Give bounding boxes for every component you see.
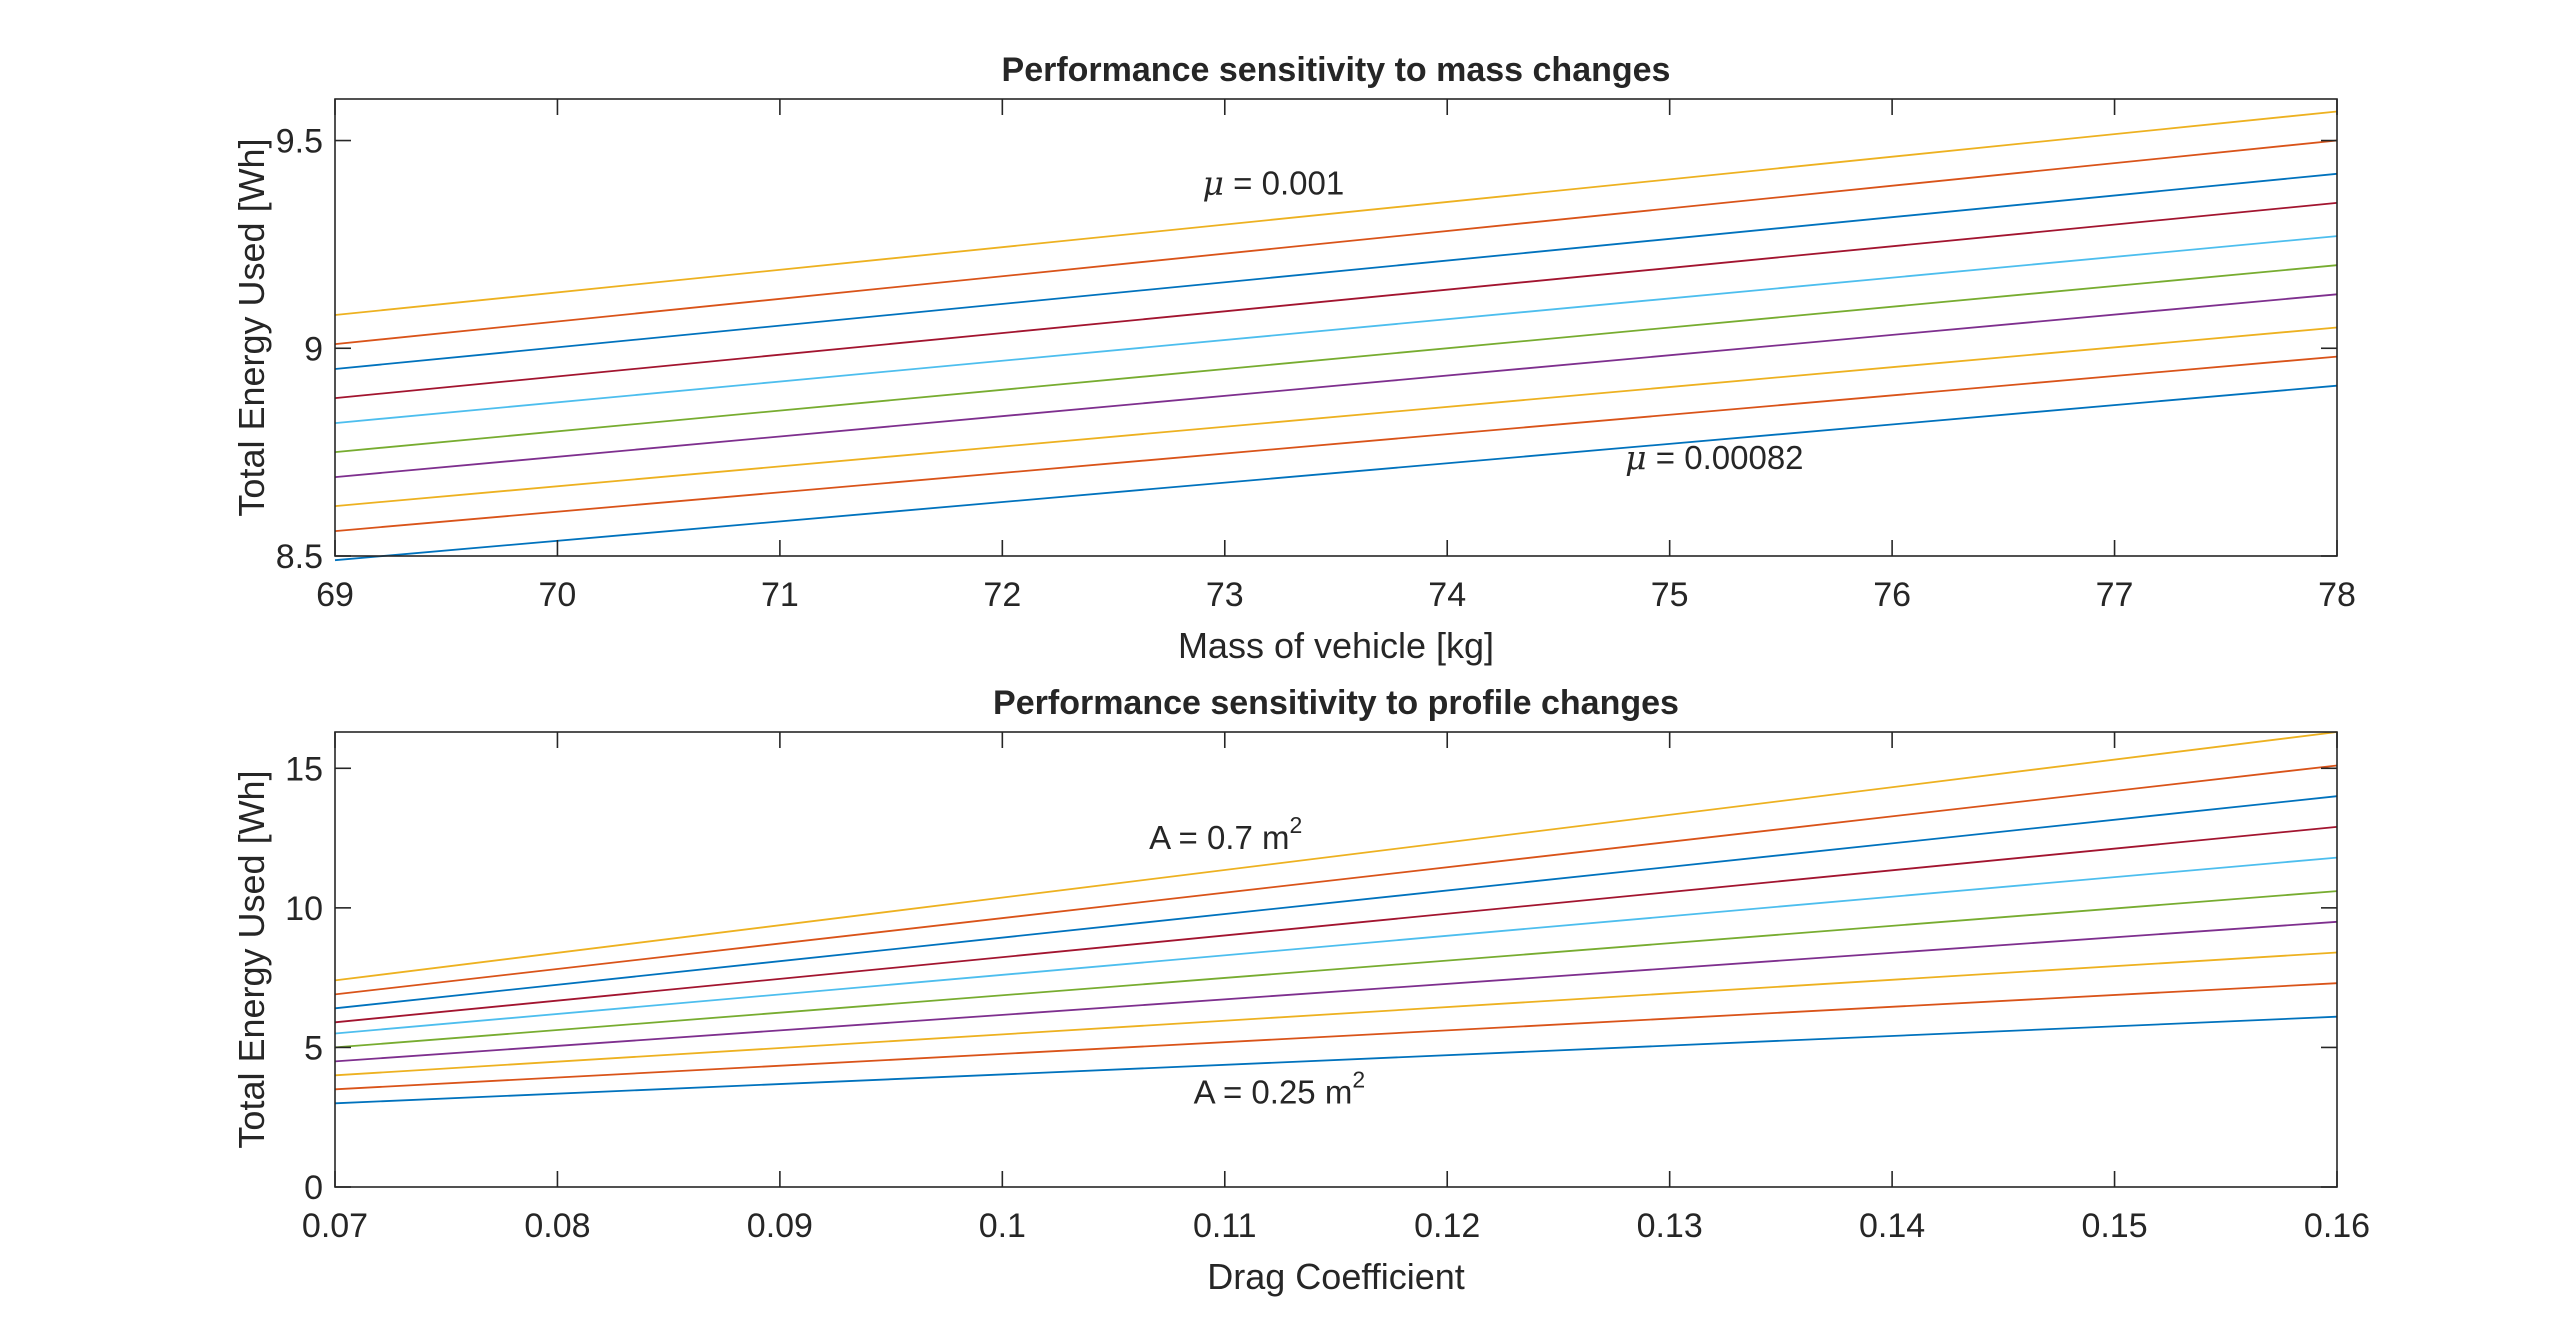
- series-line-8: [334, 795, 2338, 1010]
- x-tick-label: 77: [2096, 576, 2134, 614]
- y-axis-label: Total Energy Used [Wh]: [231, 770, 272, 1148]
- x-tick-label: 72: [983, 576, 1021, 614]
- y-tick-label: 15: [285, 750, 323, 788]
- y-tick-label: 8.5: [276, 538, 323, 576]
- annotation-superscript: 2: [1352, 1066, 1365, 1092]
- x-tick-label: 0.08: [524, 1207, 590, 1245]
- x-tick-label: 0.11: [1193, 1207, 1257, 1245]
- series-line-10: [334, 110, 2338, 316]
- annotation-symbol: μ: [1625, 438, 1646, 477]
- axes-box: [334, 731, 2338, 1188]
- annotation-label: μ = 0.001: [1203, 164, 1345, 203]
- series-line-9: [334, 764, 2338, 996]
- series-line-7: [334, 826, 2338, 1024]
- series-line-3: [334, 326, 2338, 507]
- chart-title: Performance sensitivity to mass changes: [1002, 51, 1671, 89]
- x-tick-label: 74: [1428, 576, 1466, 614]
- x-tick-label: 0.09: [747, 1207, 813, 1245]
- y-tick-label: 5: [304, 1029, 323, 1067]
- annotation-superscript: 2: [1289, 812, 1302, 838]
- series-line-3: [334, 951, 2338, 1077]
- series-line-6: [334, 235, 2338, 424]
- x-axis-label: Drag Coefficient: [1207, 1256, 1464, 1297]
- series-lines: [334, 110, 2338, 562]
- annotation-text: = 0.001: [1224, 165, 1344, 202]
- annotation-label: A = 0.7 m2: [1149, 812, 1302, 856]
- x-axis-label: Mass of vehicle [kg]: [1178, 625, 1494, 666]
- y-tick-label: 0: [304, 1169, 323, 1207]
- y-axis-label: Total Energy Used [Wh]: [231, 138, 272, 516]
- series-line-1: [334, 384, 2338, 562]
- annotation-text: A = 0.25 m: [1194, 1073, 1353, 1110]
- x-tick-label: 0.13: [1637, 1207, 1703, 1245]
- annotation-symbol: μ: [1203, 164, 1224, 203]
- annotation-label: μ = 0.00082: [1625, 438, 1803, 477]
- x-tick-label: 70: [539, 576, 577, 614]
- y-tick-label: 10: [285, 890, 323, 928]
- series-line-8: [334, 172, 2338, 370]
- x-tick-label: 0.07: [302, 1207, 368, 1245]
- series-line-7: [334, 202, 2338, 399]
- axes-box: [334, 98, 2338, 557]
- chart-profile-sensitivity: 0.07 0.08 0.09 0.1 0.11 0.12 0.13 0.14 0.15 0.16 0…: [231, 684, 2370, 1297]
- series-line-5: [334, 890, 2338, 1049]
- x-tick-label: 0.16: [2304, 1207, 2370, 1245]
- x-tick-label: 73: [1206, 576, 1244, 614]
- series-line-9: [334, 139, 2338, 345]
- series-line-4: [334, 920, 2338, 1063]
- chart-mass-sensitivity: 69 70 71 72 73 74 75 76 77 78 8.5 9 9.5 Performance s…: [231, 51, 2356, 666]
- x-tick-label: 75: [1651, 576, 1689, 614]
- series-line-1: [334, 1015, 2338, 1105]
- x-tick-label: 0.1: [979, 1207, 1026, 1245]
- x-tick-label: 78: [2318, 576, 2356, 614]
- annotation-text: A = 0.7 m: [1149, 819, 1289, 856]
- chart-title: Performance sensitivity to profile chang…: [993, 684, 1679, 722]
- series-line-6: [334, 856, 2338, 1035]
- series-lines: [334, 731, 2338, 1105]
- x-tick-label: 0.12: [1414, 1207, 1480, 1245]
- series-line-5: [334, 264, 2338, 453]
- x-tick-label: 0.15: [2081, 1207, 2147, 1245]
- x-tick-label: 71: [761, 576, 799, 614]
- series-line-2: [334, 982, 2338, 1091]
- series-line-10: [334, 731, 2338, 982]
- y-tick-label: 9: [304, 330, 323, 368]
- annotation-label: A = 0.25 m2: [1194, 1066, 1365, 1110]
- x-tick-label: 0.14: [1859, 1207, 1925, 1245]
- series-line-4: [334, 293, 2338, 478]
- x-tick-label: 69: [316, 576, 354, 614]
- series-line-2: [334, 355, 2338, 532]
- y-tick-label: 9.5: [276, 123, 323, 161]
- annotation-text: = 0.00082: [1647, 439, 1804, 476]
- x-tick-label: 76: [1873, 576, 1911, 614]
